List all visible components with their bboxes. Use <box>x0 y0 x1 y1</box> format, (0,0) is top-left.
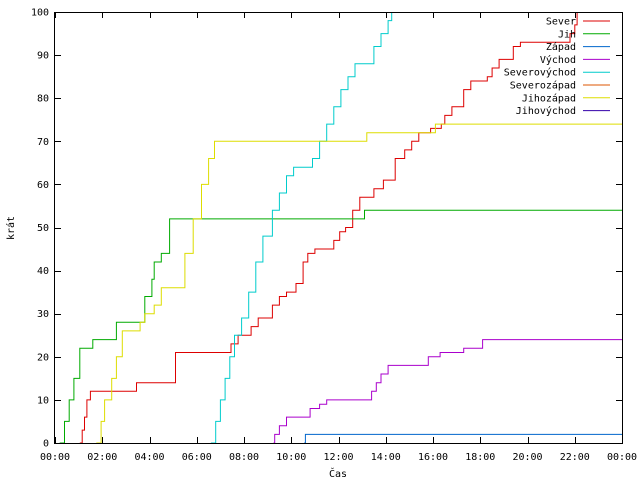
series-line-1 <box>59 209 622 443</box>
legend-label: Jihozápad <box>522 92 576 104</box>
series-line-0 <box>79 12 578 443</box>
y-tick-label: 40 <box>37 266 49 277</box>
legend: SeverJihZápadVýchodSeverovýchodSeverozáp… <box>504 17 610 117</box>
y-axis-label: krát <box>5 216 17 240</box>
y-tick-label: 30 <box>37 309 49 320</box>
x-tick-label: 12:00 <box>323 452 353 463</box>
legend-label: Jih <box>558 29 576 40</box>
series-line-3 <box>273 339 622 443</box>
x-tick-label: 00:00 <box>607 452 637 463</box>
legend-label: Severozápad <box>510 80 576 92</box>
y-tick-label: 0 <box>43 439 49 450</box>
legend-label: Jihovýchod <box>516 105 576 117</box>
x-tick-label: 10:00 <box>276 452 306 463</box>
x-tick-label: 18:00 <box>465 452 495 463</box>
y-tick-label: 90 <box>37 51 49 62</box>
y-tick-label: 50 <box>37 223 49 234</box>
x-tick-label: 02:00 <box>87 452 117 463</box>
y-tick-label: 10 <box>37 395 49 406</box>
x-tick-label: 20:00 <box>512 452 542 463</box>
x-tick-label: 22:00 <box>560 452 590 463</box>
x-tick-label: 16:00 <box>418 452 448 463</box>
y-tick-label: 70 <box>37 137 49 148</box>
legend-label: Východ <box>540 54 576 66</box>
series-line-4 <box>210 12 393 443</box>
legend-label: Severovýchod <box>504 67 576 79</box>
x-tick-label: 00:00 <box>40 452 70 463</box>
legend-label: Sever <box>546 17 576 28</box>
plot-frame <box>54 12 623 444</box>
series-line-6 <box>96 123 622 443</box>
legend-label: Západ <box>546 41 576 53</box>
x-tick-label: 04:00 <box>134 452 164 463</box>
series-layer <box>59 12 622 443</box>
x-tick-label: 14:00 <box>371 452 401 463</box>
x-axis-label: Čas <box>329 467 347 480</box>
y-tick-label: 20 <box>37 352 49 363</box>
y-tick-label: 60 <box>37 180 49 191</box>
y-tick-label: 100 <box>31 8 49 19</box>
ticks-layer: 00:00 02:00 04:00 06:00 08:00 10:00 12:00 14:00… <box>31 8 637 464</box>
series-line-2 <box>304 433 622 443</box>
x-tick-label: 06:00 <box>182 452 212 463</box>
x-tick-label: 08:00 <box>229 452 259 463</box>
y-tick-label: 80 <box>37 94 49 105</box>
